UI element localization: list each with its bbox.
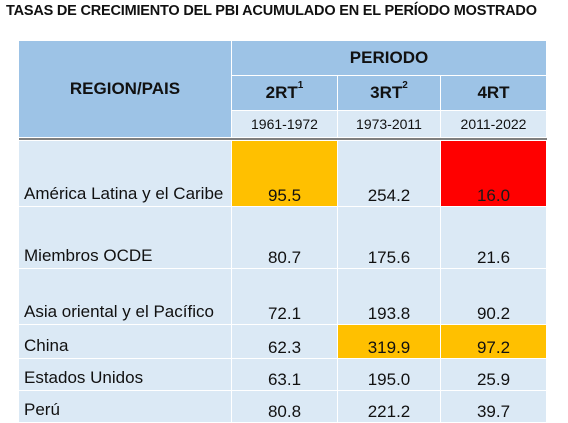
periodo-header: PERIODO bbox=[231, 40, 547, 76]
value-cell: 221.2 bbox=[337, 390, 441, 423]
value-cell: 80.8 bbox=[231, 390, 338, 423]
region-cell: Asia oriental y el Pacífico bbox=[18, 268, 232, 325]
value-cell: 319.9 bbox=[337, 324, 441, 359]
value-cell: 95.5 bbox=[231, 140, 338, 207]
period-years-4rt: 2011-2022 bbox=[440, 110, 547, 138]
value-cell: 90.2 bbox=[440, 268, 547, 325]
region-header: REGION/PAIS bbox=[18, 40, 232, 138]
value-cell: 16.0 bbox=[440, 140, 547, 207]
table-row: América Latina y el Caribe 95.5 254.2 16… bbox=[18, 140, 547, 207]
region-cell: Perú bbox=[18, 390, 232, 423]
value-cell: 97.2 bbox=[440, 324, 547, 359]
period-years-3rt: 1973-2011 bbox=[337, 110, 441, 138]
period-header-3rt: 3RT2 bbox=[337, 75, 441, 111]
table-row: Perú 80.8 221.2 39.7 bbox=[18, 390, 547, 423]
table-row: Miembros OCDE 80.7 175.6 21.6 bbox=[18, 206, 547, 269]
period-header-4rt: 4RT bbox=[440, 75, 547, 111]
table-title: TASAS DE CRECIMIENTO DEL PBI ACUMULADO E… bbox=[6, 3, 537, 19]
period-header-2rt: 2RT1 bbox=[231, 75, 338, 111]
value-cell: 21.6 bbox=[440, 206, 547, 269]
value-cell: 62.3 bbox=[231, 324, 338, 359]
table-row: Estados Unidos 63.1 195.0 25.9 bbox=[18, 358, 547, 391]
value-cell: 25.9 bbox=[440, 358, 547, 391]
value-cell: 193.8 bbox=[337, 268, 441, 325]
table-row: Asia oriental y el Pacífico 72.1 193.8 9… bbox=[18, 268, 547, 325]
value-cell: 254.2 bbox=[337, 140, 441, 207]
value-cell: 63.1 bbox=[231, 358, 338, 391]
region-cell: Estados Unidos bbox=[18, 358, 232, 391]
period-years-2rt: 1961-1972 bbox=[231, 110, 338, 138]
region-cell: América Latina y el Caribe bbox=[18, 140, 232, 207]
value-cell: 195.0 bbox=[337, 358, 441, 391]
region-cell: Miembros OCDE bbox=[18, 206, 232, 269]
value-cell: 72.1 bbox=[231, 268, 338, 325]
header-separator bbox=[18, 137, 547, 141]
value-cell: 80.7 bbox=[231, 206, 338, 269]
region-cell: China bbox=[18, 324, 232, 359]
table-row: China 62.3 319.9 97.2 bbox=[18, 324, 547, 359]
value-cell: 175.6 bbox=[337, 206, 441, 269]
value-cell: 39.7 bbox=[440, 390, 547, 423]
gdp-growth-table: REGION/PAIS PERIODO 2RT1 3RT2 4RT 1961-1… bbox=[18, 40, 547, 423]
